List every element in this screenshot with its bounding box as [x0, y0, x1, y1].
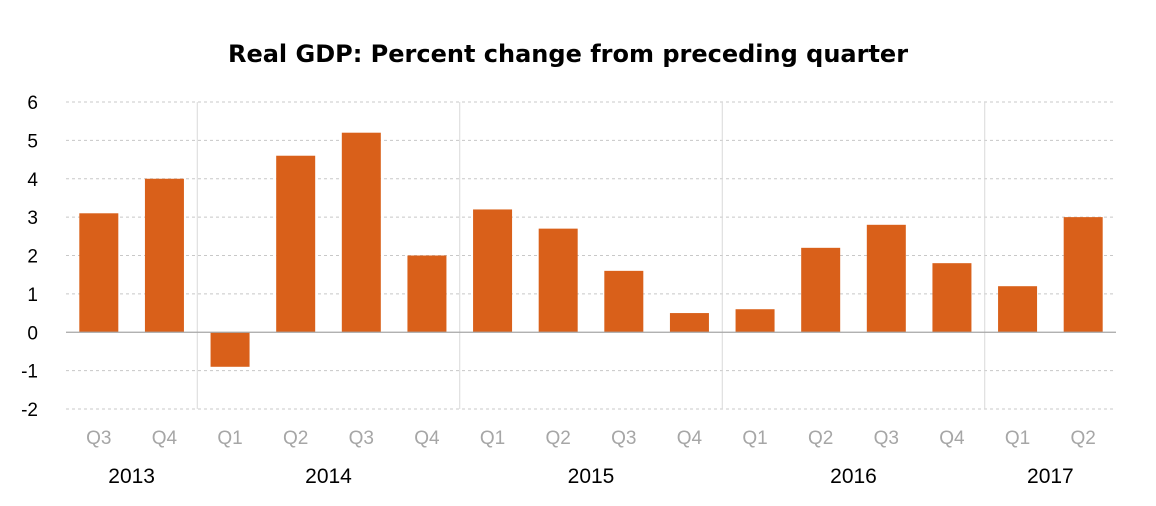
y-tick-label: 2	[27, 247, 38, 268]
bar	[144, 178, 184, 333]
bar	[604, 270, 644, 333]
bars	[79, 132, 1103, 367]
bar	[79, 213, 119, 333]
bar	[735, 309, 775, 333]
x-tick-labels: Q3 Q4 Q1 Q2 Q3 Q4 Q1 Q2 Q3 Q4 Q1 Q2 Q3 Q4 Q1 Q2	[86, 428, 1096, 449]
x-tick-label: Q4	[152, 428, 178, 449]
bar	[866, 224, 906, 333]
year-label: 2016	[830, 465, 877, 488]
bar	[932, 263, 972, 333]
bar	[998, 286, 1038, 333]
x-tick-label: Q3	[86, 428, 111, 449]
year-label: 2013	[108, 465, 155, 488]
x-tick-label: Q2	[546, 428, 571, 449]
x-tick-label: Q3	[349, 428, 374, 449]
x-tick-label: Q1	[1005, 428, 1030, 449]
y-tick-label: 6	[27, 93, 38, 114]
x-tick-label: Q4	[414, 428, 440, 449]
bar	[210, 332, 250, 367]
bar	[473, 209, 513, 333]
year-label: 2017	[1027, 465, 1074, 488]
x-tick-label: Q2	[1071, 428, 1096, 449]
x-tick-label: Q1	[480, 428, 505, 449]
bar	[276, 155, 316, 333]
x-tick-label: Q1	[217, 428, 242, 449]
year-label: 2014	[305, 465, 352, 488]
y-tick-label: 5	[27, 131, 38, 152]
x-tick-label: Q1	[742, 428, 767, 449]
year-dividers	[196, 102, 986, 409]
y-tick-label: 1	[27, 285, 38, 306]
x-tick-label: Q2	[808, 428, 833, 449]
x-tick-label: Q4	[939, 428, 965, 449]
year-labels: 2013 2014 2015 2016 2017	[108, 465, 1073, 488]
bar	[801, 247, 841, 333]
x-tick-label: Q3	[874, 428, 899, 449]
bar	[538, 228, 578, 333]
x-tick-label: Q4	[677, 428, 703, 449]
y-tick-label: 3	[27, 208, 38, 229]
bar	[1063, 217, 1103, 333]
year-label: 2015	[568, 465, 615, 488]
y-tick-labels: -2 -1 0 1 2 3 4 5 6	[21, 93, 38, 421]
grid-lines	[66, 101, 1116, 410]
chart-title: Real GDP: Percent change from preceding …	[227, 40, 909, 68]
bar	[669, 313, 709, 333]
bar	[341, 132, 381, 333]
bar	[407, 255, 447, 333]
y-tick-label: -1	[21, 362, 38, 383]
x-tick-label: Q2	[283, 428, 308, 449]
x-tick-label: Q3	[611, 428, 636, 449]
y-tick-label: -2	[21, 400, 38, 421]
y-tick-label: 0	[27, 323, 38, 344]
y-tick-label: 4	[27, 170, 38, 191]
